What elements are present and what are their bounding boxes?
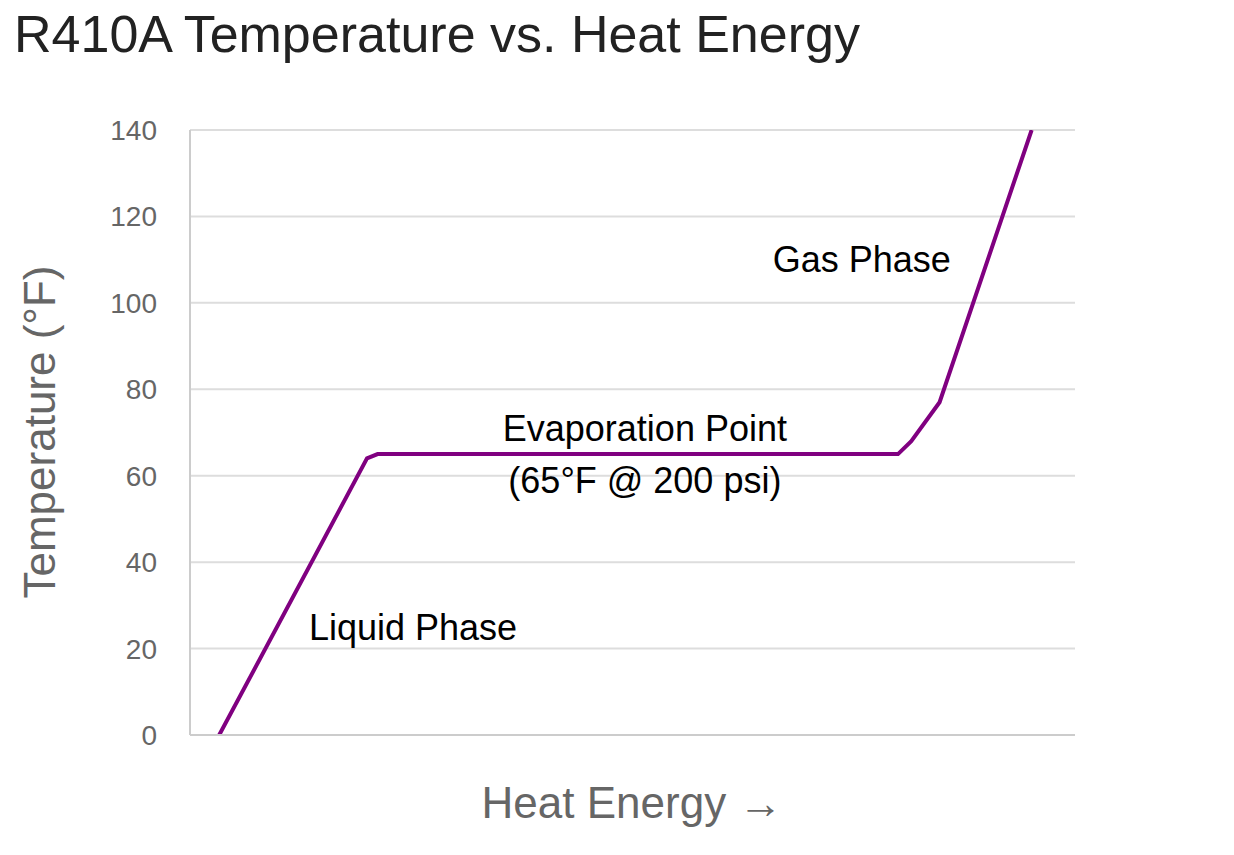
svg-text:100: 100 [110, 288, 157, 319]
svg-text:Liquid Phase: Liquid Phase [309, 607, 517, 648]
svg-text:140: 140 [110, 115, 157, 146]
svg-text:Gas Phase: Gas Phase [773, 239, 951, 280]
svg-text:Evaporation Point: Evaporation Point [503, 408, 787, 449]
svg-text:0: 0 [141, 720, 157, 751]
svg-text:40: 40 [126, 547, 157, 578]
html-text:Temperature (°F): Temperature (°F) [15, 265, 64, 599]
svg-text:80: 80 [126, 374, 157, 405]
svg-text:(65°F @ 200 psi): (65°F @ 200 psi) [508, 460, 781, 501]
svg-text:120: 120 [110, 201, 157, 232]
html-text:R410A Temperature vs. Heat Ene: R410A Temperature vs. Heat Energy [14, 5, 860, 63]
html-text:Heat Energy →: Heat Energy → [481, 778, 783, 827]
svg-text:60: 60 [126, 461, 157, 492]
svg-text:20: 20 [126, 634, 157, 665]
